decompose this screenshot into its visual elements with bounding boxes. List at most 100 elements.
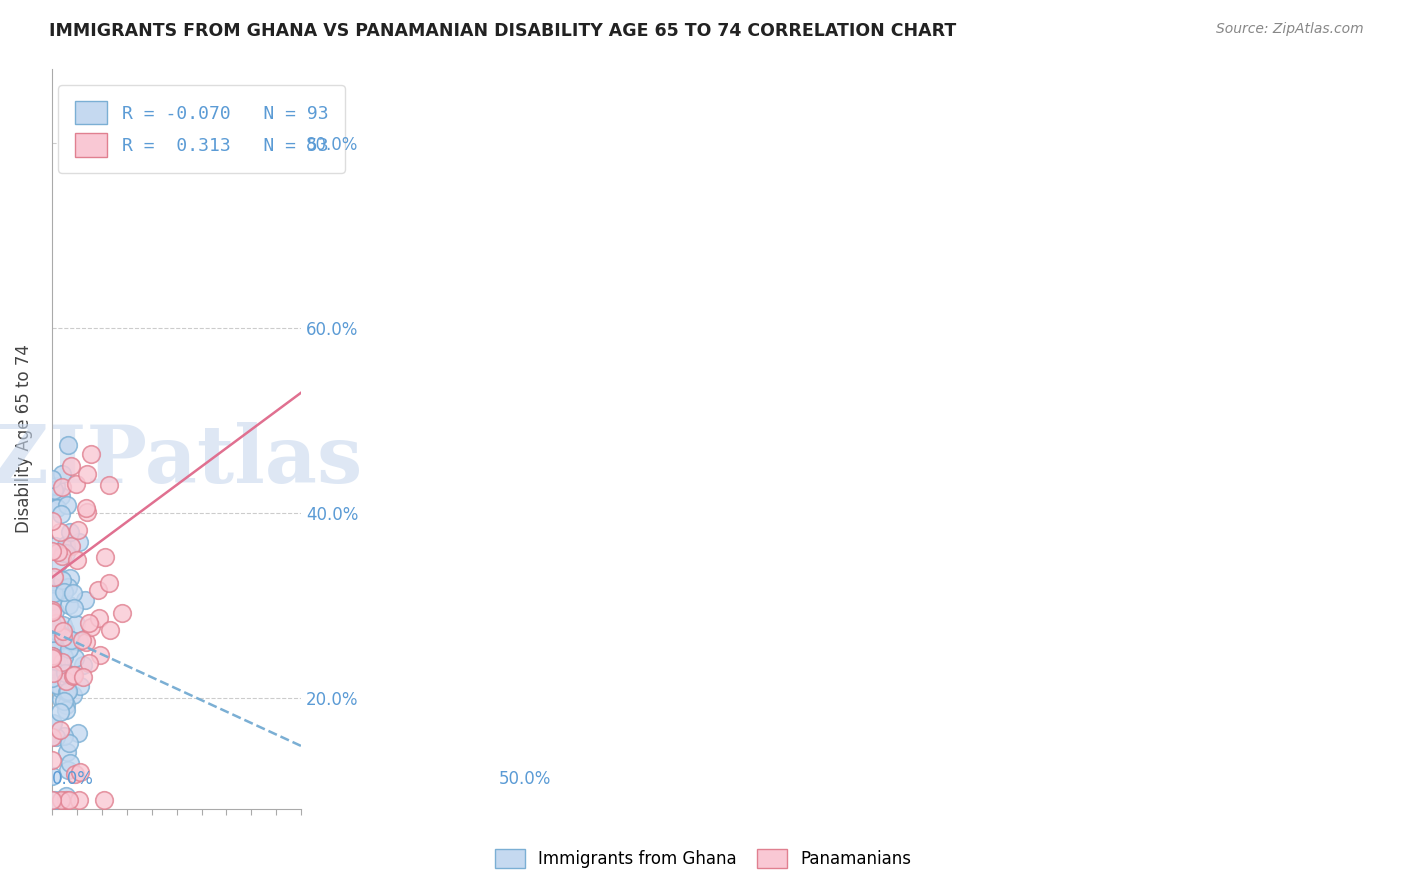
Point xyxy=(56,764,79,778)
Point xyxy=(48,678,70,692)
Point xyxy=(59,459,82,474)
Text: Source: ZipAtlas.com: Source: ZipAtlas.com xyxy=(1216,22,1364,37)
Point xyxy=(45,501,67,516)
Point xyxy=(41,619,63,633)
Point xyxy=(73,593,96,607)
Point xyxy=(49,793,72,807)
Point xyxy=(41,658,63,673)
Point xyxy=(59,525,82,540)
Point xyxy=(51,573,73,587)
Point xyxy=(70,632,93,647)
Point xyxy=(46,556,69,570)
Point xyxy=(80,620,103,634)
Point xyxy=(42,586,65,600)
Legend: R = -0.070   N = 93, R =  0.313   N = 53: R = -0.070 N = 93, R = 0.313 N = 53 xyxy=(59,85,344,173)
Point xyxy=(44,539,66,553)
Point xyxy=(66,726,89,740)
Point xyxy=(69,680,91,694)
Point xyxy=(52,546,75,560)
Point xyxy=(41,649,63,664)
Text: 0.0%: 0.0% xyxy=(52,771,94,789)
Point xyxy=(59,756,82,770)
Point xyxy=(56,580,79,594)
Point xyxy=(98,624,121,638)
Point xyxy=(46,584,69,599)
Point xyxy=(53,624,76,638)
Point xyxy=(49,682,72,697)
Point xyxy=(41,643,63,657)
Point xyxy=(55,673,77,688)
Point xyxy=(59,571,82,585)
Point xyxy=(42,666,65,681)
Point xyxy=(41,661,63,675)
Point xyxy=(52,617,75,632)
Point xyxy=(67,523,90,537)
Point xyxy=(41,753,63,767)
Point xyxy=(75,635,97,649)
Point xyxy=(41,625,63,640)
Point xyxy=(41,617,63,632)
Point xyxy=(51,655,73,669)
Point xyxy=(41,769,63,783)
Point xyxy=(56,684,79,698)
Point xyxy=(55,703,77,717)
Point xyxy=(58,642,80,657)
Point xyxy=(45,616,67,631)
Point xyxy=(44,604,66,618)
Point xyxy=(41,651,63,665)
Point xyxy=(41,594,63,608)
Point xyxy=(48,524,70,539)
Point xyxy=(76,467,98,481)
Point xyxy=(56,499,79,513)
Point xyxy=(51,549,73,564)
Point xyxy=(41,579,63,593)
Point xyxy=(62,688,84,702)
Point xyxy=(41,671,63,685)
Point xyxy=(41,544,63,558)
Point xyxy=(62,668,84,682)
Point xyxy=(52,729,75,743)
Point xyxy=(53,585,76,599)
Point xyxy=(65,616,87,631)
Point xyxy=(93,793,115,807)
Y-axis label: Disability Age 65 to 74: Disability Age 65 to 74 xyxy=(15,344,32,533)
Point xyxy=(58,632,80,647)
Point xyxy=(52,694,75,708)
Point xyxy=(58,793,80,807)
Point xyxy=(51,580,73,594)
Point xyxy=(41,627,63,641)
Point xyxy=(53,650,76,665)
Point xyxy=(46,545,69,559)
Point xyxy=(111,606,134,620)
Point xyxy=(44,793,66,807)
Point xyxy=(77,616,100,631)
Point xyxy=(65,766,87,780)
Point xyxy=(44,642,66,657)
Point xyxy=(63,650,86,665)
Text: 50.0%: 50.0% xyxy=(499,771,551,789)
Point xyxy=(97,478,120,492)
Point xyxy=(46,500,69,515)
Point xyxy=(41,514,63,528)
Point xyxy=(72,670,94,684)
Text: IMMIGRANTS FROM GHANA VS PANAMANIAN DISABILITY AGE 65 TO 74 CORRELATION CHART: IMMIGRANTS FROM GHANA VS PANAMANIAN DISA… xyxy=(49,22,956,40)
Point xyxy=(67,534,90,549)
Point xyxy=(52,624,75,638)
Point xyxy=(60,633,83,648)
Point xyxy=(41,715,63,730)
Point xyxy=(67,633,90,648)
Point xyxy=(49,489,72,503)
Point xyxy=(45,479,67,493)
Point xyxy=(80,447,103,461)
Point xyxy=(51,691,73,706)
Point xyxy=(63,668,86,682)
Point xyxy=(45,655,67,669)
Point xyxy=(53,665,76,680)
Point xyxy=(52,669,75,683)
Point xyxy=(62,586,84,600)
Point xyxy=(89,611,111,625)
Point xyxy=(45,624,67,639)
Point xyxy=(55,685,77,699)
Point xyxy=(97,575,120,590)
Point xyxy=(49,723,72,737)
